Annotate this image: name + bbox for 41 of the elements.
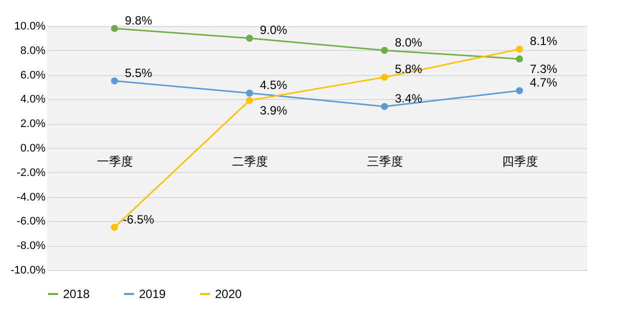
point — [246, 96, 254, 104]
point — [516, 87, 524, 94]
y-tick-label: -4.0% — [16, 191, 46, 204]
point — [380, 46, 388, 54]
legend-label: 2018 — [63, 287, 90, 301]
data-label: 8.0% — [394, 35, 422, 50]
y-tick-label: -10.0% — [10, 264, 46, 276]
point — [110, 77, 118, 84]
point — [516, 55, 524, 62]
x-tick-label: 二季度 — [232, 154, 268, 168]
data-label: 9.0% — [260, 23, 288, 38]
point — [380, 102, 388, 110]
y-tick-label: 4.0% — [20, 94, 46, 106]
y-tick-label: -8.0% — [16, 240, 46, 252]
data-label: 3.9% — [260, 103, 288, 118]
data-label: 4.7% — [530, 76, 558, 90]
y-tick-label: 0.0% — [20, 142, 46, 154]
point — [246, 34, 254, 42]
y-tick-label: -6.0% — [16, 216, 46, 228]
y-tick-label: -2.0% — [16, 166, 46, 179]
data-label: 8.1% — [530, 34, 558, 48]
data-label: 4.5% — [260, 78, 288, 92]
data-label: 9.8% — [124, 13, 152, 28]
y-tick-label: 2.0% — [20, 118, 46, 130]
x-tick-label: 一季度 — [97, 154, 133, 168]
x-tick-label: 三季度 — [367, 154, 403, 168]
point — [110, 24, 118, 32]
data-label: 3.4% — [394, 92, 422, 106]
data-label: -6.5% — [122, 212, 154, 226]
data-label: 5.5% — [124, 66, 152, 80]
legend-label: 2020 — [215, 287, 242, 301]
point — [110, 224, 118, 231]
data-label: 7.3% — [530, 62, 558, 76]
point — [380, 74, 388, 81]
legend-label: 2019 — [139, 287, 166, 301]
y-tick-label: 10.0% — [14, 20, 46, 32]
point — [246, 90, 254, 97]
y-tick-label: 8.0% — [20, 44, 46, 57]
x-tick-label: 四季度 — [502, 154, 538, 168]
point — [516, 46, 524, 53]
y-tick-label: 6.0% — [20, 69, 46, 82]
